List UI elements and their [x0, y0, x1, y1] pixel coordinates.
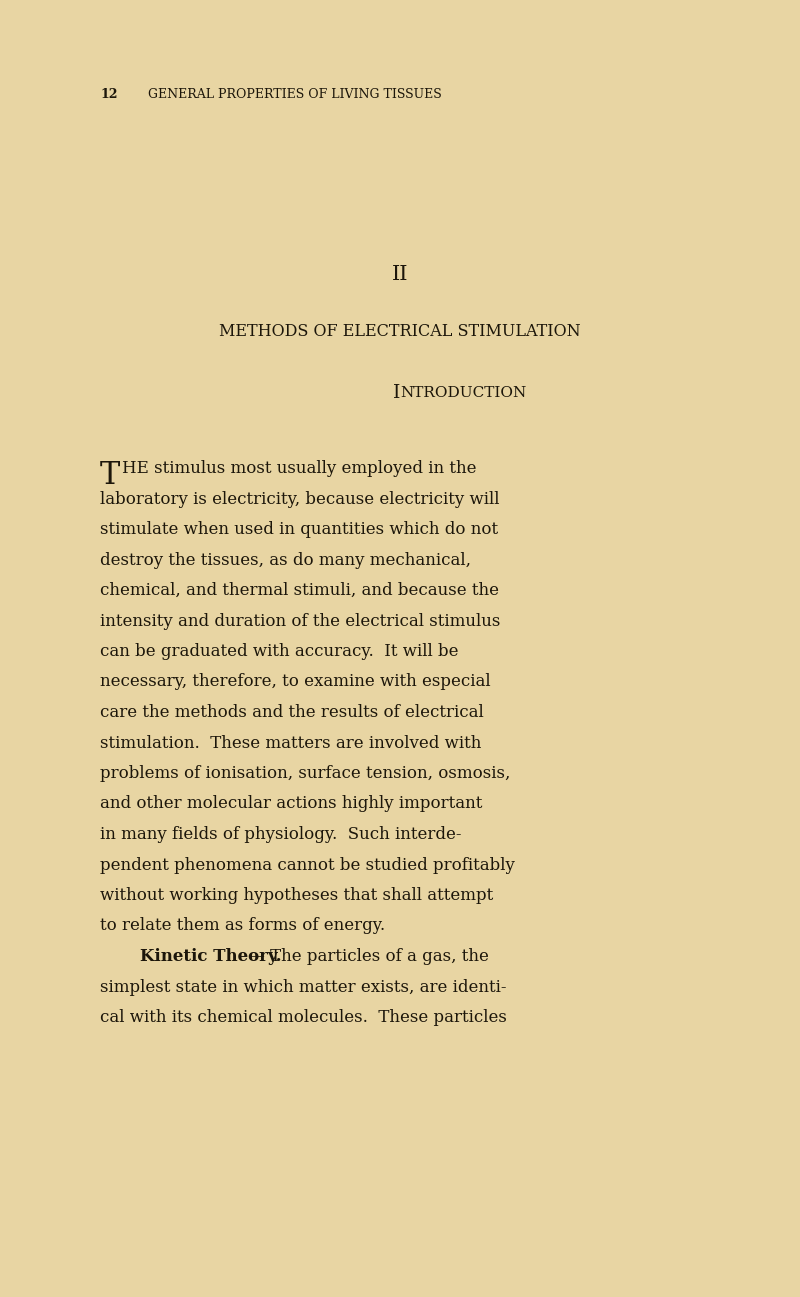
- Text: can be graduated with accuracy.  It will be: can be graduated with accuracy. It will …: [100, 643, 458, 660]
- Text: I: I: [393, 384, 400, 402]
- Text: GENERAL PROPERTIES OF LIVING TISSUES: GENERAL PROPERTIES OF LIVING TISSUES: [148, 88, 442, 101]
- Text: stimulate when used in quantities which do not: stimulate when used in quantities which …: [100, 521, 498, 538]
- Text: cal with its chemical molecules.  These particles: cal with its chemical molecules. These p…: [100, 1009, 507, 1026]
- Text: METHODS OF ELECTRICAL STIMULATION: METHODS OF ELECTRICAL STIMULATION: [219, 323, 581, 341]
- Text: NTRODUCTION: NTRODUCTION: [400, 387, 526, 399]
- Text: Kinetic Theory.: Kinetic Theory.: [140, 948, 282, 965]
- Text: 12: 12: [100, 88, 118, 101]
- Text: HE stimulus most usually employed in the: HE stimulus most usually employed in the: [122, 460, 477, 477]
- Text: and other molecular actions highly important: and other molecular actions highly impor…: [100, 795, 482, 812]
- Text: destroy the tissues, as do many mechanical,: destroy the tissues, as do many mechanic…: [100, 551, 471, 568]
- Text: II: II: [392, 266, 408, 284]
- Text: — The particles of a gas, the: — The particles of a gas, the: [243, 948, 489, 965]
- Text: in many fields of physiology.  Such interde-: in many fields of physiology. Such inter…: [100, 826, 462, 843]
- Text: pendent phenomena cannot be studied profitably: pendent phenomena cannot be studied prof…: [100, 856, 515, 873]
- Text: chemical, and thermal stimuli, and because the: chemical, and thermal stimuli, and becau…: [100, 582, 499, 599]
- Text: simplest state in which matter exists, are identi-: simplest state in which matter exists, a…: [100, 978, 506, 996]
- Text: intensity and duration of the electrical stimulus: intensity and duration of the electrical…: [100, 612, 500, 629]
- Text: stimulation.  These matters are involved with: stimulation. These matters are involved …: [100, 734, 482, 751]
- Text: care the methods and the results of electrical: care the methods and the results of elec…: [100, 704, 484, 721]
- Text: problems of ionisation, surface tension, osmosis,: problems of ionisation, surface tension,…: [100, 765, 510, 782]
- Text: to relate them as forms of energy.: to relate them as forms of energy.: [100, 917, 385, 935]
- Text: without working hypotheses that shall attempt: without working hypotheses that shall at…: [100, 887, 494, 904]
- Text: laboratory is electricity, because electricity will: laboratory is electricity, because elect…: [100, 490, 499, 507]
- Text: necessary, therefore, to examine with especial: necessary, therefore, to examine with es…: [100, 673, 490, 690]
- Text: T: T: [100, 460, 120, 492]
